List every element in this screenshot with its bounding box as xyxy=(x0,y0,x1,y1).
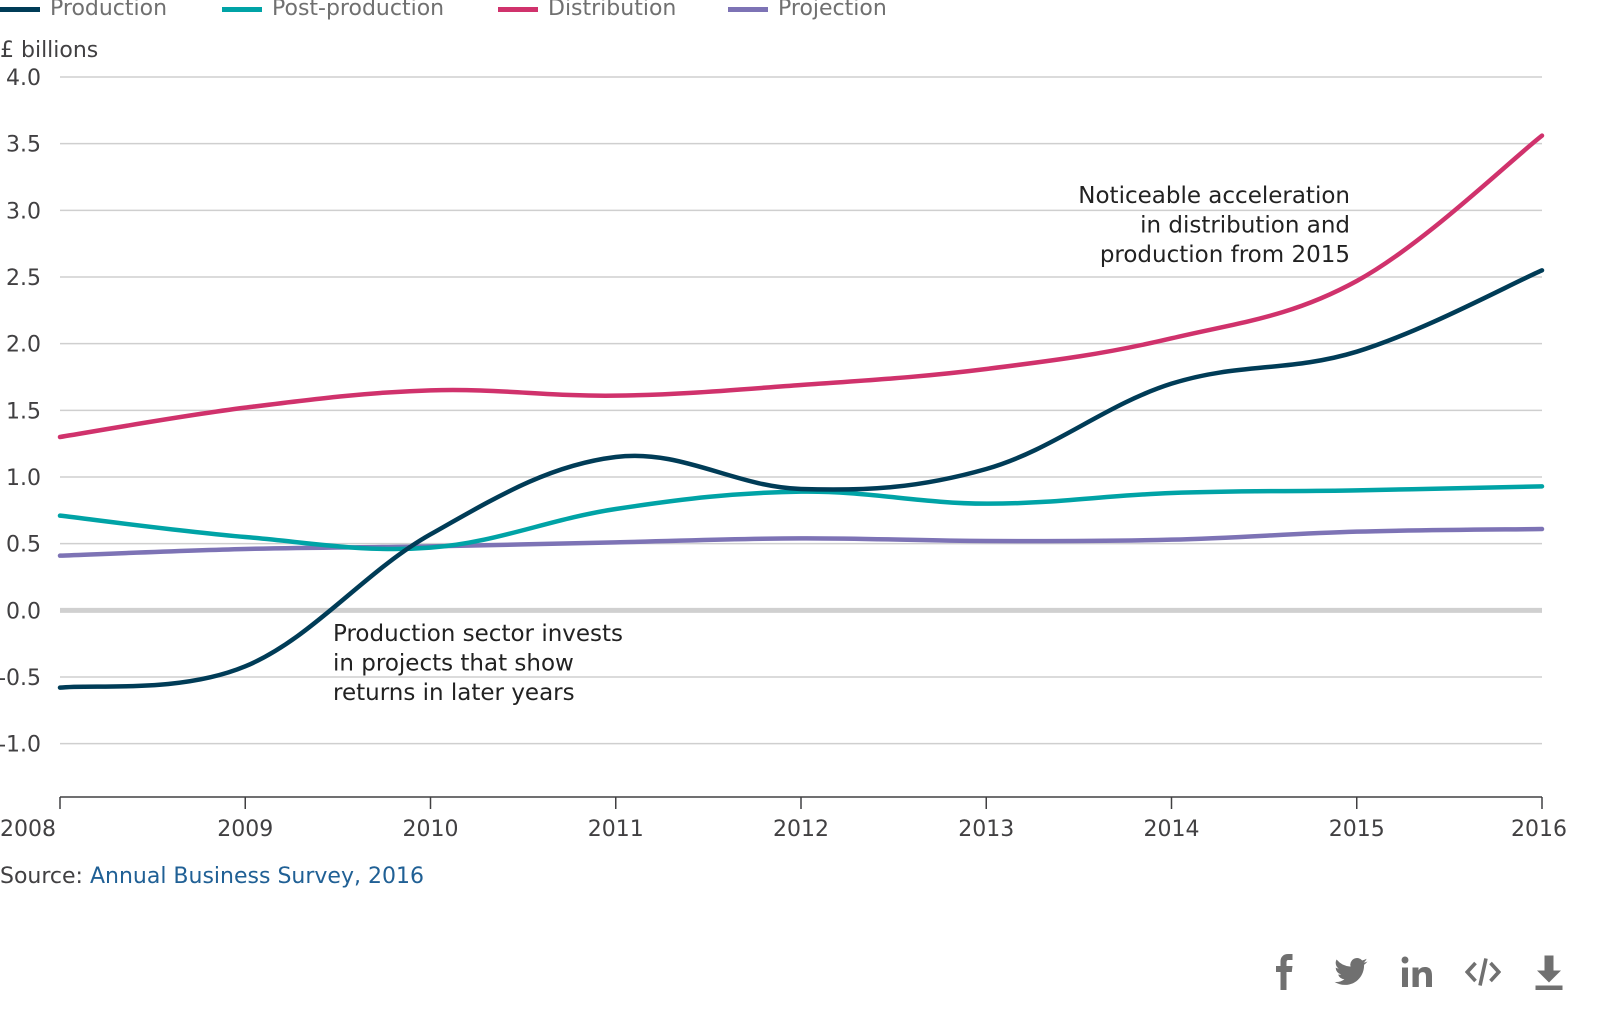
y-tick-label: 3.0 xyxy=(6,199,41,224)
y-tick-label: 1.0 xyxy=(6,466,41,491)
legend-swatch xyxy=(498,6,538,12)
y-axis-label: £ billions xyxy=(0,38,98,63)
y-tick-label: 2.5 xyxy=(6,266,41,291)
annotation-text: production from 2015 xyxy=(1100,242,1350,268)
legend-item-distribution[interactable]: Distribution xyxy=(498,0,676,26)
line-chart: £ billions 4.0 3.5 3.0 2.5 2.0 1.5 1.0 0.5 0.0 -0.… xyxy=(0,38,1567,842)
y-tick-label: 2.0 xyxy=(6,333,41,358)
x-tick-label: 2010 xyxy=(403,817,459,842)
y-tick-label: 3.5 xyxy=(6,133,41,158)
x-tick-label: 2014 xyxy=(1144,817,1200,842)
annotation-text: Production sector invests xyxy=(333,621,623,647)
series-line-projection xyxy=(57,526,1545,558)
legend-item-post-production[interactable]: Post-production xyxy=(222,0,444,26)
legend-label: Post-production xyxy=(272,0,445,21)
x-tick-label: 2008 xyxy=(0,817,56,842)
series-line-post-production xyxy=(57,484,1545,552)
series-line-distribution xyxy=(57,133,1545,440)
legend-swatch xyxy=(222,6,262,12)
legend-item-projection[interactable]: Projection xyxy=(728,0,887,26)
legend-item-production[interactable]: Production xyxy=(0,0,167,26)
x-tick-label: 2015 xyxy=(1329,817,1385,842)
y-tick-label: 1.5 xyxy=(6,399,41,424)
x-tick-label: 2009 xyxy=(217,817,273,842)
twitter-icon[interactable] xyxy=(1331,952,1371,992)
source-link[interactable]: Annual Business Survey, 2016 xyxy=(89,864,424,889)
annotation-text: in distribution and xyxy=(1140,213,1350,239)
y-tick-label: -1.0 xyxy=(0,733,41,758)
linkedin-icon[interactable] xyxy=(1397,952,1437,992)
legend-swatch xyxy=(728,6,768,12)
annotation-text: returns in later years xyxy=(333,680,575,706)
x-tick-label: 2013 xyxy=(958,817,1014,842)
y-tick-label: 0.5 xyxy=(6,533,41,558)
series-line-production xyxy=(57,268,1545,690)
download-icon[interactable] xyxy=(1529,952,1569,992)
facebook-icon[interactable] xyxy=(1265,952,1305,992)
legend-swatch xyxy=(0,6,40,12)
embed-icon[interactable] xyxy=(1463,952,1503,992)
y-tick-label: -0.5 xyxy=(0,666,41,691)
y-tick-label: 4.0 xyxy=(6,66,41,91)
annotation-text: Noticeable acceleration xyxy=(1078,183,1350,209)
x-tick-label: 2012 xyxy=(773,817,829,842)
x-tick-label: 2011 xyxy=(588,817,644,842)
source-note: Source: Annual Business Survey, 2016 xyxy=(0,864,424,889)
annotation-text: in projects that show xyxy=(333,651,574,677)
y-tick-label: 0.0 xyxy=(6,599,41,624)
share-toolbar xyxy=(1265,952,1569,992)
legend-label: Production xyxy=(50,0,168,21)
x-tick-label: 2016 xyxy=(1511,817,1567,842)
legend-label: Distribution xyxy=(548,0,677,21)
legend-label: Projection xyxy=(778,0,887,21)
source-prefix: Source: xyxy=(0,864,90,889)
